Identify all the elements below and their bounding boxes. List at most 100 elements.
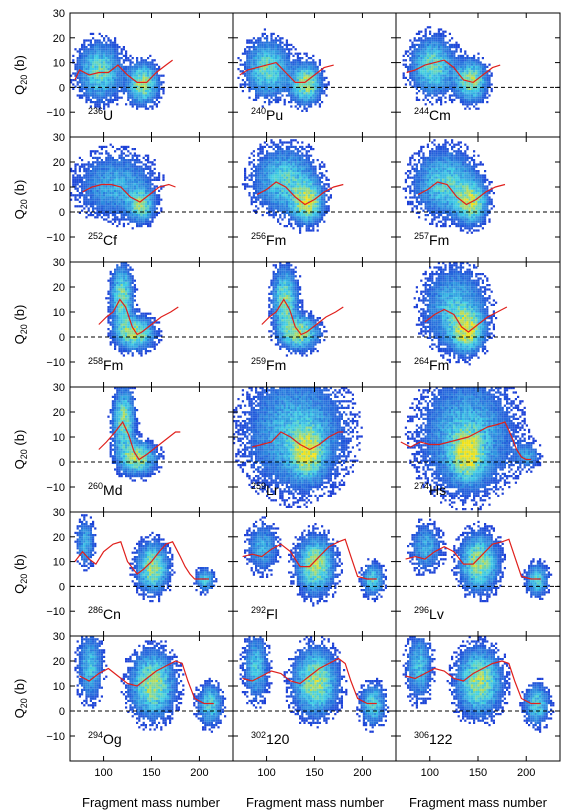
density-cell	[440, 85, 443, 88]
density-cell	[122, 68, 125, 71]
density-cell	[422, 72, 425, 75]
density-cell	[94, 198, 97, 201]
density-cell	[76, 83, 79, 86]
density-cell	[142, 163, 145, 166]
density-cell	[307, 183, 310, 186]
density-cell	[153, 214, 156, 217]
density-cell	[283, 87, 286, 90]
density-cell	[418, 74, 421, 77]
density-cell	[288, 152, 291, 155]
density-cell	[415, 74, 418, 77]
density-cell	[409, 170, 412, 173]
density-cell	[136, 63, 139, 66]
density-cell	[294, 218, 297, 221]
density-cell	[435, 65, 438, 68]
density-cell	[310, 68, 313, 71]
density-cell	[274, 63, 277, 66]
density-cell	[288, 145, 291, 148]
density-cell	[415, 61, 418, 64]
density-cell	[431, 48, 434, 51]
density-cell	[136, 161, 139, 164]
density-cell	[325, 94, 328, 97]
density-cell	[490, 87, 493, 90]
y-axis-label: Q20 (b)	[12, 180, 29, 220]
density-cell	[442, 32, 445, 35]
density-cell	[252, 43, 255, 46]
density-cell	[131, 96, 134, 99]
density-cell	[116, 76, 119, 79]
density-cell	[283, 209, 286, 212]
density-cell	[329, 196, 332, 199]
density-cell	[109, 87, 112, 90]
density-cell	[252, 174, 255, 177]
nucleus-label: 256Fm	[251, 231, 286, 248]
density-cell	[70, 170, 73, 173]
density-cell	[318, 96, 321, 99]
density-cell	[274, 198, 277, 201]
density-cell	[310, 161, 313, 164]
density-cell	[125, 163, 128, 166]
density-cell	[464, 96, 467, 99]
density-cell	[292, 174, 295, 177]
density-cell	[160, 74, 163, 77]
density-cell	[283, 174, 286, 177]
density-cell	[437, 81, 440, 84]
density-cell	[312, 222, 315, 225]
density-cell	[83, 185, 86, 188]
density-cell	[270, 63, 273, 66]
density-cell	[244, 187, 247, 190]
density-cell	[411, 61, 414, 64]
density-cell	[442, 70, 445, 73]
density-cell	[323, 196, 326, 199]
density-cell	[255, 183, 258, 186]
density-cell	[296, 92, 299, 95]
density-cell	[285, 83, 288, 86]
density-cell	[103, 189, 106, 192]
density-cell	[94, 161, 97, 164]
density-cell	[144, 165, 147, 168]
density-cell	[468, 57, 471, 60]
density-cell	[109, 72, 112, 75]
density-cell	[290, 225, 293, 228]
density-cell	[451, 37, 454, 40]
y-tick-label: −10	[46, 232, 65, 244]
density-cell	[92, 85, 95, 88]
density-cell	[475, 98, 478, 101]
density-cell	[274, 194, 277, 197]
density-cell	[120, 159, 123, 162]
density-cell	[85, 50, 88, 53]
density-cell	[484, 96, 487, 99]
density-cell	[138, 103, 141, 106]
density-cell	[301, 181, 304, 184]
density-cell	[318, 189, 321, 192]
density-cell	[431, 79, 434, 82]
density-cell	[261, 198, 264, 201]
density-cell	[100, 43, 103, 46]
density-cell	[160, 87, 163, 90]
density-cell	[279, 48, 282, 51]
density-cell	[116, 72, 119, 75]
density-cell	[288, 174, 291, 177]
density-cell	[299, 94, 302, 97]
density-cell	[285, 178, 288, 181]
density-cell	[462, 76, 465, 79]
density-cell	[144, 207, 147, 210]
density-cell	[89, 98, 92, 101]
density-cell	[105, 198, 108, 201]
density-cell	[109, 163, 112, 166]
density-cell	[277, 61, 280, 64]
density-cell	[127, 72, 130, 75]
density-cell	[285, 189, 288, 192]
density-cell	[140, 198, 143, 201]
density-cell	[252, 165, 255, 168]
density-cell	[402, 76, 405, 79]
density-cell	[470, 70, 473, 73]
density-cell	[442, 54, 445, 57]
density-cell	[255, 83, 258, 86]
density-cell	[85, 205, 88, 208]
density-cell	[488, 74, 491, 77]
density-cell	[270, 145, 273, 148]
density-cell	[107, 192, 110, 195]
density-cell	[296, 96, 299, 99]
density-cell	[466, 87, 469, 90]
